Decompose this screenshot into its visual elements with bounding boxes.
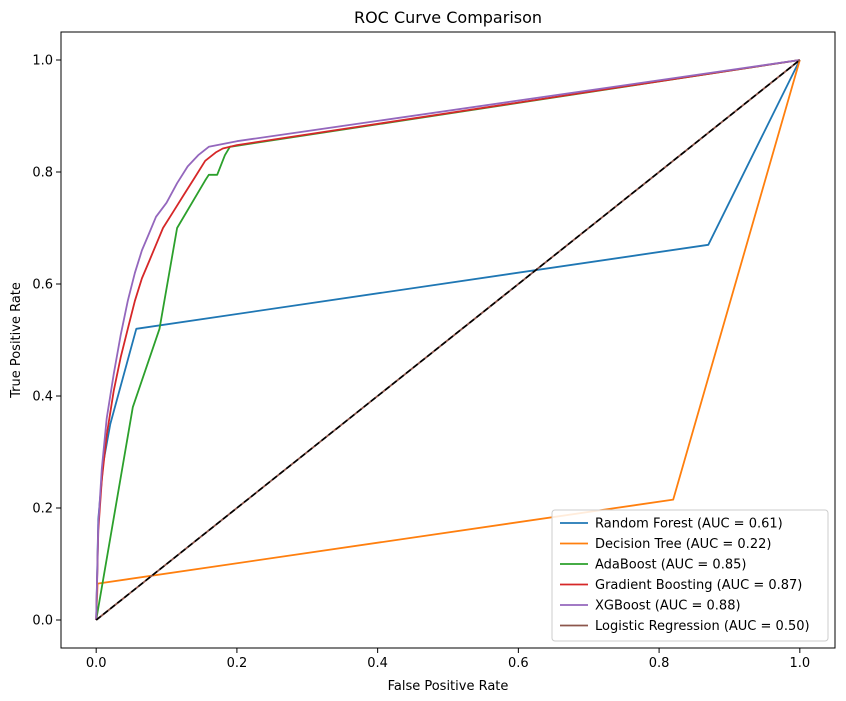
- series-line-3: [95, 59, 800, 621]
- legend-entry: Gradient Boosting (AUC = 0.87): [595, 578, 802, 593]
- y-tick-label: 0.2: [32, 502, 53, 517]
- y-axis: 0.0 0.2 0.4 0.6 0.8 1.0: [32, 54, 61, 629]
- x-axis: 0.0 0.2 0.4 0.6 0.8 1.0: [86, 648, 810, 671]
- diagonal-reference-line: [95, 59, 801, 621]
- legend-box: [551, 509, 829, 642]
- x-tick-label: 0.0: [86, 656, 107, 671]
- x-tick-label: 1.0: [789, 656, 810, 671]
- x-tick-label: 0.8: [649, 656, 670, 671]
- chart-title: ROC Curve Comparison: [354, 8, 542, 27]
- x-tick-label: 0.4: [367, 656, 388, 671]
- x-axis-label: False Positive Rate: [388, 679, 509, 694]
- legend-entry: Random Forest (AUC = 0.61): [595, 517, 783, 532]
- legend-entry: AdaBoost (AUC = 0.85): [595, 558, 746, 573]
- y-axis-label: True Positive Rate: [9, 282, 24, 399]
- series-lines: [95, 59, 801, 621]
- x-tick-label: 0.2: [227, 656, 248, 671]
- y-tick-label: 0.4: [32, 390, 53, 405]
- y-tick-label: 0.6: [32, 278, 53, 293]
- y-tick-label: 0.0: [32, 614, 53, 629]
- legend: Random Forest (AUC = 0.61) Decision Tree …: [551, 509, 829, 642]
- series-line-2: [95, 59, 800, 621]
- legend-entry: Decision Tree (AUC = 0.22): [595, 537, 771, 552]
- y-tick-label: 1.0: [32, 54, 53, 69]
- legend-entry: Logistic Regression (AUC = 0.50): [595, 619, 810, 634]
- x-tick-label: 0.6: [508, 656, 529, 671]
- y-tick-label: 0.8: [32, 166, 53, 181]
- legend-entry: XGBoost (AUC = 0.88): [595, 599, 741, 614]
- series-line-4: [95, 59, 800, 621]
